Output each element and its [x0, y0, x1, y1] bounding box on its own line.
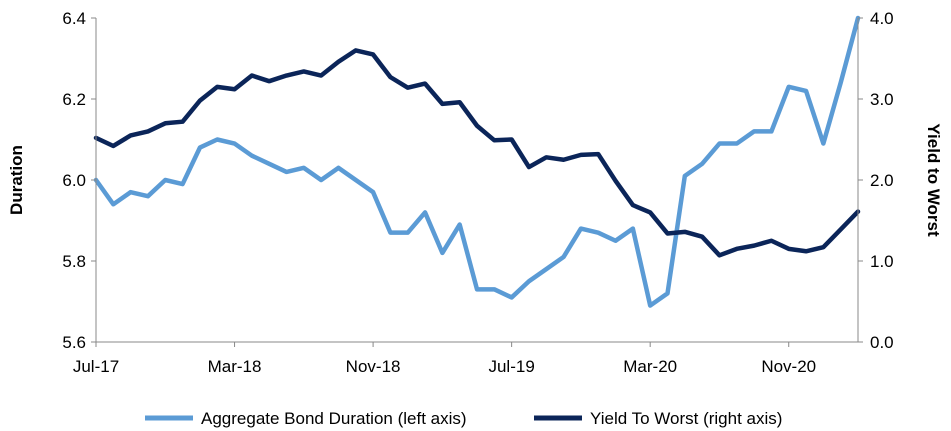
y2-axis-title: Yield to Worst [924, 123, 943, 237]
x-tick-label: Jul-19 [488, 357, 534, 376]
y2-tick-label: 3.0 [870, 90, 894, 109]
x-tick-label: Nov-20 [761, 357, 816, 376]
y-tick-label: 5.8 [62, 252, 86, 271]
y2-tick-label: 0.0 [870, 333, 894, 352]
y-tick-label: 6.4 [62, 9, 86, 28]
y2-tick-label: 4.0 [870, 9, 894, 28]
y2-tick-label: 1.0 [870, 252, 894, 271]
series-line-duration [93, 15, 861, 308]
legend-label-yield: Yield To Worst (right axis) [590, 409, 782, 428]
legend-label-duration: Aggregate Bond Duration (left axis) [201, 409, 467, 428]
y2-tick-label: 2.0 [870, 171, 894, 190]
legend: Aggregate Bond Duration (left axis) Yiel… [145, 409, 782, 428]
axis-layer: 5.6 5.8 6.0 6.2 6.4 0.0 1.0 2.0 3.0 4.0 Jul-17 Mar-… [62, 9, 893, 376]
y-tick-label: 5.6 [62, 333, 86, 352]
x-tick-label: Mar-20 [623, 357, 677, 376]
x-tick-label: Nov-18 [346, 357, 401, 376]
x-tick-label: Jul-17 [73, 357, 119, 376]
series-line-yield [93, 48, 861, 258]
y-tick-label: 6.2 [62, 90, 86, 109]
x-tick-label: Mar-18 [208, 357, 262, 376]
y-axis-title: Duration [7, 145, 26, 215]
series-layer [93, 15, 861, 308]
y-tick-label: 6.0 [62, 171, 86, 190]
